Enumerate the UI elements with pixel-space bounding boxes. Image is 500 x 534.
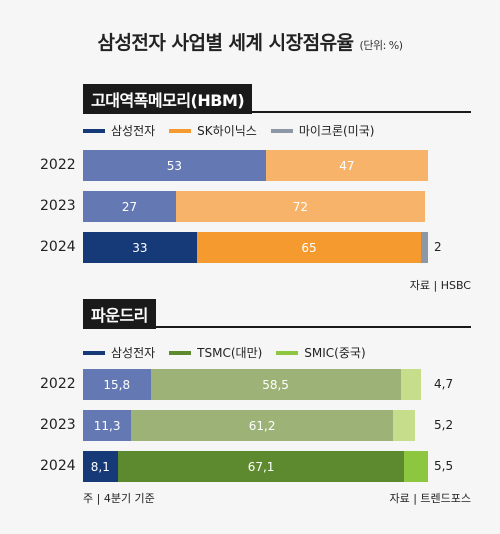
data-label: 27 (121, 199, 138, 214)
data-label: 47 (339, 158, 355, 173)
category-label: 2023 (40, 417, 76, 433)
legend-item: TSMC(대만) (169, 344, 262, 361)
legend-label: 삼성전자 (111, 346, 156, 360)
category-label: 2023 (40, 198, 76, 214)
bar-segment: 65 (196, 232, 422, 263)
footnote: 주 | 4분기 기준 (83, 492, 155, 505)
data-label: 61,2 (248, 418, 276, 433)
legend-item: 마이크론(미국) (270, 122, 375, 139)
bar-segment: 33 (83, 232, 197, 263)
legend-swatch (83, 350, 105, 355)
data-label: 11,3 (93, 418, 121, 433)
legend-swatch (270, 128, 293, 133)
bar-segment: 61,2 (131, 410, 393, 441)
legend-item: 삼성전자 (83, 344, 155, 361)
data-label: 15,8 (103, 377, 131, 392)
legend-label: TSMC(대만) (197, 346, 263, 360)
data-label: 5,2 (434, 418, 454, 432)
source-note: 자료 | HSBC (409, 279, 471, 292)
title-text: 삼성전자 사업별 세계 시장점유율 (97, 32, 354, 54)
source-note: 자료 | 트렌드포스 (389, 492, 471, 505)
bar-segment: 11,3 (83, 410, 132, 441)
data-label: 33 (132, 240, 148, 255)
data-label: 72 (292, 199, 308, 214)
data-label: 53 (166, 158, 183, 173)
data-label: 4,7 (434, 377, 454, 391)
bar-segment: 58,5 (150, 369, 401, 400)
bar-segment (392, 410, 416, 441)
legend-label: 삼성전자 (111, 124, 156, 138)
data-label: 58,5 (262, 377, 289, 392)
data-label: 8,1 (90, 459, 110, 474)
legend-swatch (83, 128, 105, 133)
section-divider (83, 111, 471, 113)
category-label: 2022 (40, 376, 76, 392)
legend-item: 삼성전자 (83, 122, 155, 139)
legend-item: SK하이닉스 (169, 122, 257, 139)
section-divider (83, 326, 471, 328)
bar-segment: 8,1 (83, 451, 118, 482)
section-title: 파운드리 (83, 299, 156, 329)
legend-swatch (169, 350, 192, 355)
bar-segment (404, 451, 428, 482)
bar-segment: 67,1 (117, 451, 405, 482)
category-label: 2022 (40, 157, 76, 173)
legend-swatch (169, 128, 192, 133)
data-label: 65 (301, 240, 317, 255)
bar-segment (421, 232, 428, 263)
data-label: 2 (434, 240, 442, 254)
legend: 삼성전자 SK하이닉스 마이크론(미국) (83, 122, 374, 139)
legend-item: SMIC(중국) (276, 344, 366, 361)
section-title: 고대역폭메모리(HBM) (83, 84, 253, 114)
category-label: 2024 (40, 458, 76, 474)
legend-label: SK하이닉스 (197, 124, 257, 138)
legend-label: SMIC(중국) (304, 346, 366, 360)
bar-segment (400, 369, 421, 400)
bar-segment: 53 (83, 150, 266, 181)
category-label: 2024 (40, 239, 76, 255)
bar-segment: 47 (265, 150, 428, 181)
data-label: 67,1 (247, 459, 275, 474)
legend-swatch (276, 350, 299, 355)
bar-segment: 27 (83, 191, 177, 222)
unit-label: (단위: %) (359, 39, 403, 52)
bar-segment: 15,8 (83, 369, 151, 400)
chart-title: 삼성전자 사업별 세계 시장점유율 (단위: %) (0, 28, 500, 55)
legend-label: 마이크론(미국) (298, 124, 375, 138)
data-label: 5,5 (434, 459, 454, 473)
bar-segment: 72 (176, 191, 425, 222)
legend: 삼성전자 TSMC(대만) SMIC(중국) (83, 344, 366, 361)
